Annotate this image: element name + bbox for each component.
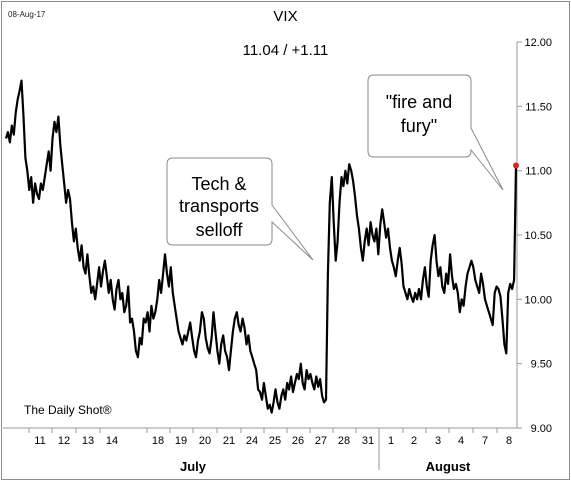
x-tick-label: 18: [152, 435, 164, 447]
callout-fire-and-fury-text: "fire and: [386, 92, 452, 112]
callout-tech-selloff: Tech &transports selloff: [166, 157, 314, 261]
x-tick-label: 13: [82, 435, 94, 447]
x-tick-label: 4: [458, 435, 464, 447]
y-tick-label: 9.00: [531, 423, 552, 435]
x-tick-label: 24: [246, 435, 258, 447]
y-tick-label: 10.50: [524, 230, 552, 242]
callout-fire-and-fury: "fire and fury": [367, 74, 504, 191]
callout-tech-selloff-text: selloff: [196, 220, 244, 240]
callout-tech-selloff-text: transports: [179, 196, 259, 216]
y-tick-label: 12.00: [524, 37, 552, 49]
month-label: August: [426, 459, 471, 474]
x-tick-label: 31: [362, 435, 374, 447]
y-tick-label: 9.50: [531, 359, 552, 371]
month-label: July: [180, 459, 207, 474]
last-value-marker: [513, 162, 519, 169]
x-tick-label: 27: [315, 435, 327, 447]
source-label: The Daily Shot®: [24, 403, 112, 417]
date-stamp: 08-Aug-17: [8, 10, 46, 19]
x-tick-label: 21: [223, 435, 235, 447]
x-tick-label: 20: [199, 435, 211, 447]
x-tick-label: 1: [388, 435, 394, 447]
y-tick-label: 10.00: [524, 294, 552, 306]
callout-fire-and-fury-bubble: [367, 74, 504, 191]
y-tick-label: 11.00: [525, 166, 552, 178]
callout-tech-selloff-text: Tech &: [191, 174, 246, 194]
x-tick-label: 2: [411, 435, 417, 447]
vix-series-line: [4, 79, 518, 414]
x-tick-label: 25: [269, 435, 281, 447]
x-tick-label: 11: [34, 435, 45, 447]
callout-fire-and-fury-text: fury": [401, 116, 437, 136]
x-tick-label: 7: [482, 435, 488, 447]
x-tick-label: 14: [106, 435, 118, 447]
x-tick-label: 26: [292, 435, 304, 447]
chart-subtitle: 11.04 / +1.11: [242, 42, 329, 59]
x-tick-label: 12: [58, 435, 70, 447]
callout-tech-selloff-bubble: [166, 157, 314, 261]
x-tick-label: 19: [175, 435, 187, 447]
x-tick-label: 8: [506, 435, 512, 447]
y-tick-label: 11.50: [525, 101, 552, 113]
x-tick-label: 3: [435, 435, 441, 447]
x-tick-label: 28: [338, 435, 350, 447]
chart-title: VIX: [273, 8, 298, 25]
